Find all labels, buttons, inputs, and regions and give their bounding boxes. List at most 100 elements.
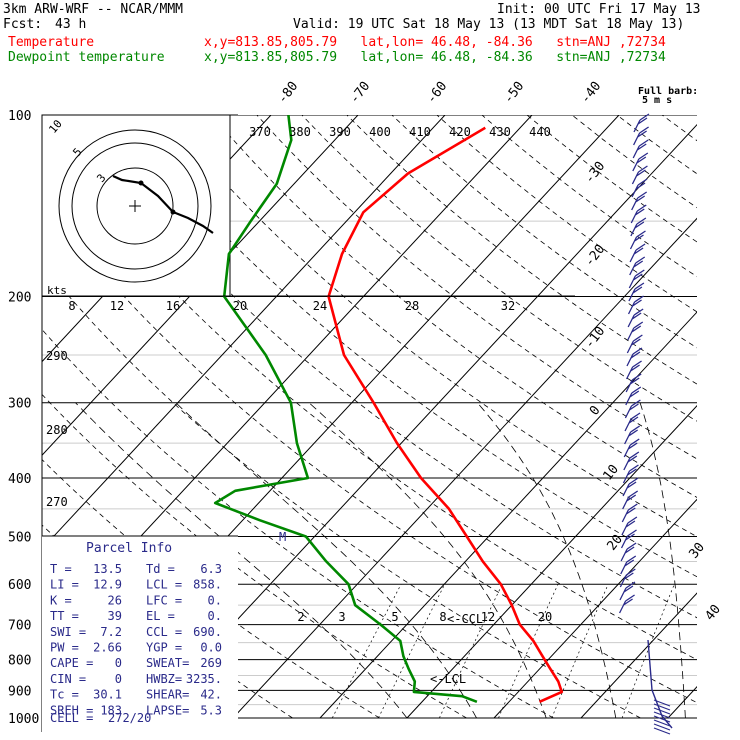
isotherm-line xyxy=(42,115,446,550)
wind-barb xyxy=(629,243,646,263)
model-title: 3km ARW-WRF -- NCAR/MMM xyxy=(3,2,184,17)
mixing-lower-label: 20 xyxy=(538,610,552,624)
theta-label: 430 xyxy=(489,125,511,139)
isotherm-label: -10 xyxy=(582,324,608,352)
wind-barb xyxy=(629,230,646,250)
parcel-label: TT = xyxy=(50,609,79,623)
parcel-label: YGP = xyxy=(146,641,182,655)
wind-barb xyxy=(624,399,641,419)
hodograph-point xyxy=(170,209,176,215)
pressure-label: 400 xyxy=(8,472,31,487)
wind-barb xyxy=(626,334,643,354)
wind-barb xyxy=(633,126,649,146)
dry-adiabat xyxy=(42,393,467,719)
hodograph-ring xyxy=(58,129,212,283)
pressure-label: 300 xyxy=(8,397,31,412)
mixing-ratio-line xyxy=(439,584,503,719)
wind-barb xyxy=(631,178,648,198)
parcel-label: LI = xyxy=(50,578,79,592)
parcel-value: 6.3 xyxy=(200,562,222,576)
wind-barb-dense xyxy=(653,719,671,727)
wind-barb xyxy=(626,360,642,380)
theta-label: 390 xyxy=(329,125,351,139)
wind-barb xyxy=(632,139,649,159)
temperature-location: x,y=813.85,805.79 lat,lon= 46.48, -84.36… xyxy=(204,35,666,50)
isotherm-line xyxy=(319,311,697,719)
dry-adiabat xyxy=(661,115,697,142)
mixing-upper-label: 28 xyxy=(405,299,419,313)
theta-label: 400 xyxy=(369,125,391,139)
theta-left-label: 290 xyxy=(46,349,68,363)
parcel-label: LAPSE= xyxy=(146,703,189,717)
mixing-upper-label: 12 xyxy=(110,299,124,313)
pressure-label: 100 xyxy=(8,109,31,124)
parcel-value: 26 xyxy=(108,593,122,607)
isotherm-line xyxy=(580,592,697,719)
temperature-line xyxy=(327,126,564,703)
isotherm-line xyxy=(42,115,359,456)
parcel-background xyxy=(42,536,238,732)
parcel-value: 0 xyxy=(115,656,122,670)
mixing-upper-label: 16 xyxy=(166,299,180,313)
wind-barb xyxy=(631,191,648,211)
parcel-label: SHEAR= xyxy=(146,688,189,702)
hodograph-trace xyxy=(112,174,214,234)
temperature-legend: Temperature xyxy=(8,35,95,50)
dry-adiabat xyxy=(436,115,697,313)
wind-barb-dense xyxy=(653,723,671,731)
dry-adiabat xyxy=(121,115,697,578)
pressure-label: 900 xyxy=(8,684,31,699)
pressure-label: 600 xyxy=(8,578,31,593)
wind-barb xyxy=(624,412,641,432)
forecast-hour: 43 h xyxy=(55,17,87,32)
parcel-label: LFC = xyxy=(146,593,182,607)
parcel-value: 183 xyxy=(100,703,122,717)
dewpoint-legend: Dewpoint temperature xyxy=(8,50,165,65)
dry-adiabat xyxy=(42,263,641,719)
parcel-label: CCL = xyxy=(146,625,182,639)
isotherm-label: 0 xyxy=(587,403,604,418)
parcel-value: 858. xyxy=(193,578,222,592)
isotherm-line xyxy=(145,123,697,719)
wind-barb xyxy=(621,503,638,523)
theta-left-label: 270 xyxy=(46,495,68,509)
dry-adiabat xyxy=(391,115,697,349)
isotherm-label: -70 xyxy=(347,79,373,107)
wind-barbs: Full barb:5 m s xyxy=(618,86,698,735)
parcel-value: 42. xyxy=(200,688,222,702)
theta-label: 410 xyxy=(409,125,431,139)
parcel-value: 13.5 xyxy=(93,562,122,576)
wind-barb xyxy=(620,542,637,562)
init-time: Init: 00 UTC Fri 17 May 13 xyxy=(497,2,701,17)
parcel-value: 0 xyxy=(115,672,122,686)
isotherm-label: -80 xyxy=(275,79,301,107)
dewpoint-location: x,y=813.85,805.79 lat,lon= 46.48, -84.36… xyxy=(204,50,666,65)
wind-barb xyxy=(627,295,644,315)
wind-barb xyxy=(625,386,642,406)
dry-adiabat xyxy=(256,115,697,460)
dry-adiabat xyxy=(42,197,697,704)
parcel-value: 3235. xyxy=(186,672,222,686)
parcel-label: Tc = xyxy=(50,688,79,702)
dry-adiabat xyxy=(76,115,697,619)
mixing-upper-label: 24 xyxy=(313,299,327,313)
moist-adiabat xyxy=(477,402,617,719)
parcel-value: 690. xyxy=(193,625,222,639)
theta-left-label: 280 xyxy=(46,423,68,437)
mixing-ratio-line xyxy=(378,584,446,719)
parcel-label: K = xyxy=(50,593,72,607)
parcel-label: SWI = xyxy=(50,625,86,639)
theta-label: 420 xyxy=(449,125,471,139)
parcel-label: HWBZ= xyxy=(146,672,182,686)
mixing-upper-label: 32 xyxy=(501,299,515,313)
wind-barb-dense xyxy=(653,727,671,735)
wind-barb xyxy=(627,308,644,328)
wind-barb xyxy=(627,321,644,341)
wind-barb xyxy=(631,165,648,185)
parcel-value: 0. xyxy=(208,609,222,623)
wind-barb xyxy=(625,373,642,393)
parcel-label: SREH = xyxy=(50,703,93,717)
pressure-label: 500 xyxy=(8,530,31,545)
parcel-label: Td = xyxy=(146,562,175,576)
wind-barb-dense xyxy=(653,699,671,707)
